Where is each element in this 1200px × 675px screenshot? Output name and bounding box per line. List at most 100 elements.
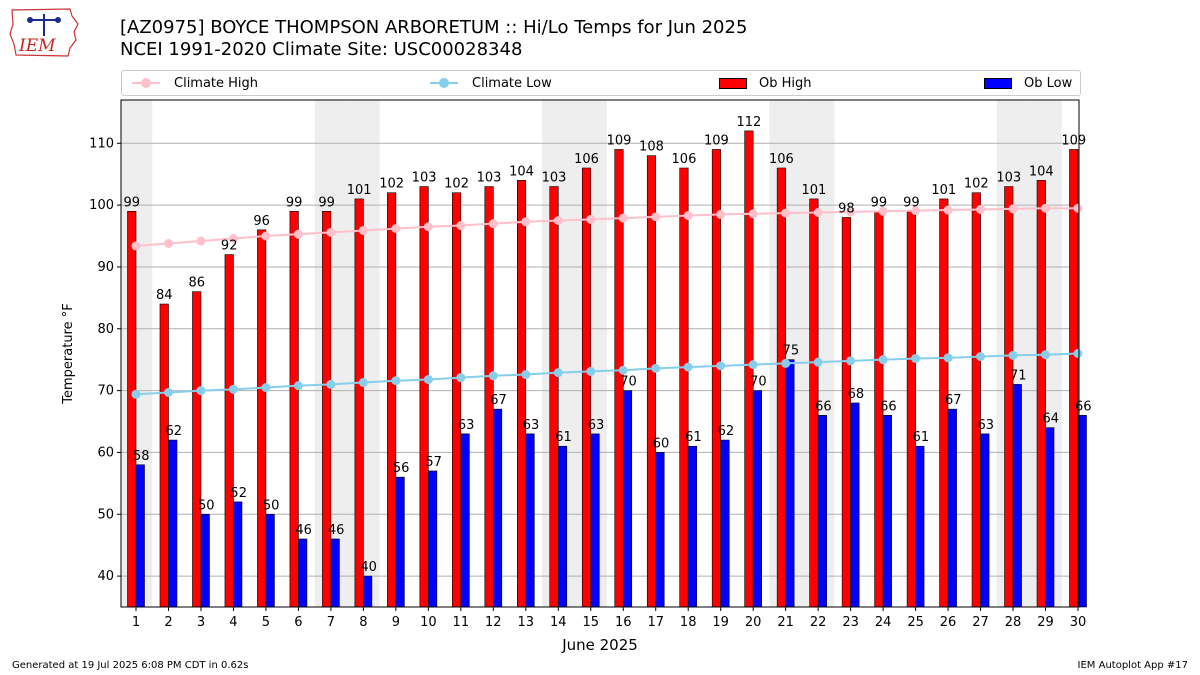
bar-ob-low bbox=[493, 408, 503, 608]
y-tick-label: 100 bbox=[89, 198, 114, 213]
bar-ob-high bbox=[841, 217, 851, 608]
data-label-ob-high: 103 bbox=[542, 171, 567, 186]
bar-ob-low bbox=[298, 538, 308, 608]
data-label-ob-low: 62 bbox=[165, 424, 182, 439]
x-tick-label: 25 bbox=[907, 615, 924, 630]
bar-ob-high bbox=[646, 155, 657, 608]
climate-low-point bbox=[196, 386, 206, 396]
x-tick-label: 14 bbox=[550, 615, 567, 630]
x-tick-label: 30 bbox=[1070, 615, 1087, 630]
climate-high-point bbox=[163, 238, 173, 248]
data-label-ob-high: 99 bbox=[123, 195, 140, 210]
bar-ob-low bbox=[655, 452, 665, 608]
climate-high-point bbox=[521, 217, 531, 227]
x-tick-label: 9 bbox=[392, 615, 400, 630]
chart-subtitle: NCEI 1991-2020 Climate Site: USC00028348 bbox=[120, 39, 523, 60]
data-label-ob-low: 52 bbox=[230, 486, 247, 501]
bar-ob-high bbox=[192, 291, 202, 608]
x-tick-label: 21 bbox=[777, 615, 794, 630]
x-tick-label: 15 bbox=[582, 615, 599, 630]
y-tick-label: 90 bbox=[97, 260, 114, 275]
bar-ob-low bbox=[330, 538, 340, 608]
data-label-ob-high: 86 bbox=[188, 276, 205, 291]
x-tick-label: 22 bbox=[810, 615, 827, 630]
data-label-ob-high: 92 bbox=[221, 239, 238, 254]
x-tick-label: 12 bbox=[485, 615, 502, 630]
data-label-ob-high: 104 bbox=[1029, 164, 1054, 179]
data-label-ob-low: 64 bbox=[1042, 412, 1059, 427]
iowa-state-outline-icon bbox=[9, 8, 79, 57]
x-tick-label: 7 bbox=[327, 615, 335, 630]
data-label-ob-low: 57 bbox=[425, 455, 442, 470]
data-label-ob-high: 109 bbox=[704, 133, 729, 148]
bar-ob-high bbox=[549, 186, 559, 608]
data-label-ob-low: 46 bbox=[328, 523, 345, 538]
legend-item-climate-low: Climate Low bbox=[430, 71, 552, 95]
bar-ob-low bbox=[785, 359, 795, 608]
climate-low-point bbox=[1041, 350, 1051, 360]
climate-high-point bbox=[456, 221, 466, 231]
x-tick-label: 28 bbox=[1005, 615, 1022, 630]
x-tick-label: 8 bbox=[359, 615, 367, 630]
legend-climate-low-marker bbox=[430, 78, 458, 88]
legend-climate-high-marker bbox=[132, 78, 160, 88]
x-tick-label: 27 bbox=[972, 615, 989, 630]
bar-ob-low bbox=[460, 433, 470, 608]
bar-ob-low bbox=[135, 464, 145, 608]
y-tick-label: 40 bbox=[97, 569, 114, 584]
data-label-ob-low: 75 bbox=[783, 344, 800, 359]
bar-ob-high bbox=[224, 254, 234, 608]
climate-low-point bbox=[943, 353, 953, 363]
data-label-ob-low: 70 bbox=[750, 375, 767, 390]
bar-ob-low bbox=[428, 470, 438, 608]
data-label-ob-high: 109 bbox=[607, 133, 632, 148]
data-label-ob-low: 40 bbox=[360, 560, 377, 575]
climate-low-point bbox=[358, 378, 368, 388]
climate-high-point bbox=[943, 205, 953, 215]
data-label-ob-low: 61 bbox=[685, 430, 702, 445]
climate-high-point bbox=[651, 212, 661, 222]
climate-low-point bbox=[781, 358, 791, 368]
legend-climate-high-label: Climate High bbox=[174, 75, 259, 91]
climate-low-point bbox=[488, 371, 498, 381]
climate-high-point bbox=[683, 211, 693, 221]
x-tick-label: 6 bbox=[294, 615, 302, 630]
bar-ob-high bbox=[744, 130, 754, 608]
climate-low-point bbox=[293, 381, 303, 391]
x-tick-label: 29 bbox=[1037, 615, 1054, 630]
chart-legend: Climate High Climate Low Ob High Ob Low bbox=[121, 70, 1081, 96]
data-label-ob-low: 46 bbox=[295, 523, 312, 538]
data-label-ob-high: 99 bbox=[318, 195, 335, 210]
climate-high-point bbox=[878, 206, 888, 216]
bar-ob-low bbox=[915, 445, 925, 608]
plot-frame bbox=[120, 99, 1080, 608]
climate-high-point bbox=[358, 225, 368, 235]
legend-item-ob-low: Ob Low bbox=[984, 71, 1072, 95]
data-label-ob-high: 99 bbox=[903, 195, 920, 210]
bar-ob-low bbox=[590, 433, 600, 608]
y-tick-label: 70 bbox=[97, 384, 114, 399]
climate-low-point bbox=[683, 362, 693, 372]
chart-title: [AZ0975] BOYCE THOMPSON ARBORETUM :: Hi/… bbox=[120, 17, 748, 38]
climate-low-point bbox=[261, 383, 271, 393]
y-axis-title: Temperature °F bbox=[61, 303, 76, 404]
bar-ob-low bbox=[882, 415, 892, 608]
bar-ob-low bbox=[947, 408, 957, 608]
iem-logo: IEM bbox=[9, 8, 79, 57]
app-credit: IEM Autoplot App #17 bbox=[1077, 660, 1188, 671]
x-tick-label: 5 bbox=[262, 615, 270, 630]
climate-high-point bbox=[911, 206, 921, 216]
bar-ob-low bbox=[200, 513, 210, 608]
data-label-ob-low: 58 bbox=[133, 449, 150, 464]
climate-high-point bbox=[618, 213, 628, 223]
data-label-ob-low: 62 bbox=[718, 424, 735, 439]
data-label-ob-high: 99 bbox=[286, 195, 303, 210]
climate-low-point bbox=[1008, 350, 1018, 360]
data-label-ob-low: 66 bbox=[815, 399, 832, 414]
data-label-ob-high: 96 bbox=[253, 214, 270, 229]
data-label-ob-high: 98 bbox=[838, 201, 855, 216]
climate-high-point bbox=[553, 216, 563, 226]
climate-low-point bbox=[131, 389, 141, 399]
x-tick-label: 1 bbox=[132, 615, 140, 630]
